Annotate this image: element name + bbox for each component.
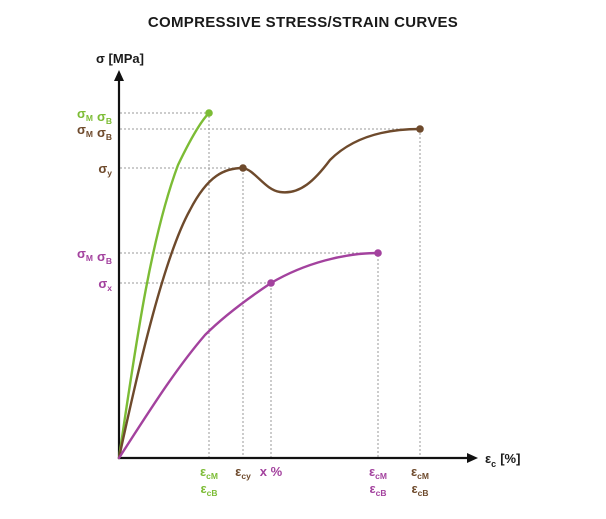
magenta-x-point [267,279,275,287]
x-axis-arrow-icon [467,453,478,463]
x-tick-brown-end-2: εcB [411,481,428,498]
x-tick-green-end-2: εcB [200,481,217,498]
axes [114,70,478,463]
brown-end-point [416,125,424,133]
guide-green-top [120,112,210,458]
x-axis-label: εc [%] [485,451,520,469]
y-tick-brown-yield: σy [98,161,112,178]
y-axis-arrow-icon [114,70,124,81]
guide-brown-top [120,128,421,458]
brown-yield-point [239,164,247,172]
y-tick-brown-top: σM σB [77,122,112,142]
curves [117,111,422,460]
green-curve [117,111,211,460]
brown-curve [117,127,422,460]
guide-magenta-top [120,252,379,458]
y-tick-magenta-x: σx [98,276,112,293]
x-tick-magenta-end-1: εcM [369,464,387,481]
diagram-title: COMPRESSIVE STRESS/STRAIN CURVES [148,14,458,31]
x-tick-magenta-end-2: εcB [369,481,386,498]
x-tick-magenta-x-1: x % [260,464,283,479]
y-tick-magenta-top: σM σB [77,246,112,266]
magenta-curve [117,251,380,460]
x-tick-brown-yield-1: εcy [235,464,251,481]
green-end-point [205,109,213,117]
curve-endpoints [205,109,424,287]
y-tick-green-top: σM σB [77,106,112,126]
guide-brown-yield [120,167,244,458]
x-tick-brown-end-1: εcM [411,464,429,481]
y-axis-label: σ [MPa] [96,51,144,66]
magenta-end-point [374,249,382,257]
x-tick-green-end-1: εcM [200,464,218,481]
